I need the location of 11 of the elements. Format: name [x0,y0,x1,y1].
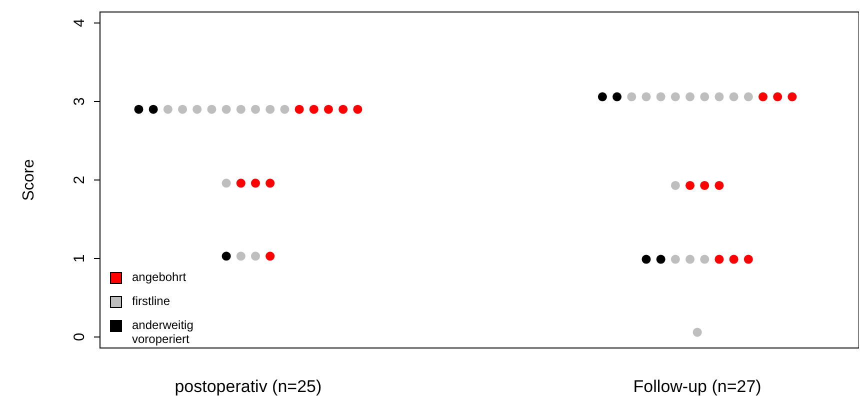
legend-label: firstline [132,294,172,308]
y-tick-label: 1 [71,254,88,263]
y-axis-title: Score [20,159,38,201]
y-tick-label: 3 [71,97,88,106]
x-tick-label: postoperativ (n=25) [174,377,322,396]
y-tick-label: 4 [71,18,88,28]
legend-label: anderweitig voroperiert [132,318,194,346]
legend-label: angebohrt [132,270,188,284]
y-tick-label: 0 [71,332,88,342]
y-tick-label: 2 [71,176,88,184]
x-tick-label: Follow-up (n=27) [633,377,762,396]
